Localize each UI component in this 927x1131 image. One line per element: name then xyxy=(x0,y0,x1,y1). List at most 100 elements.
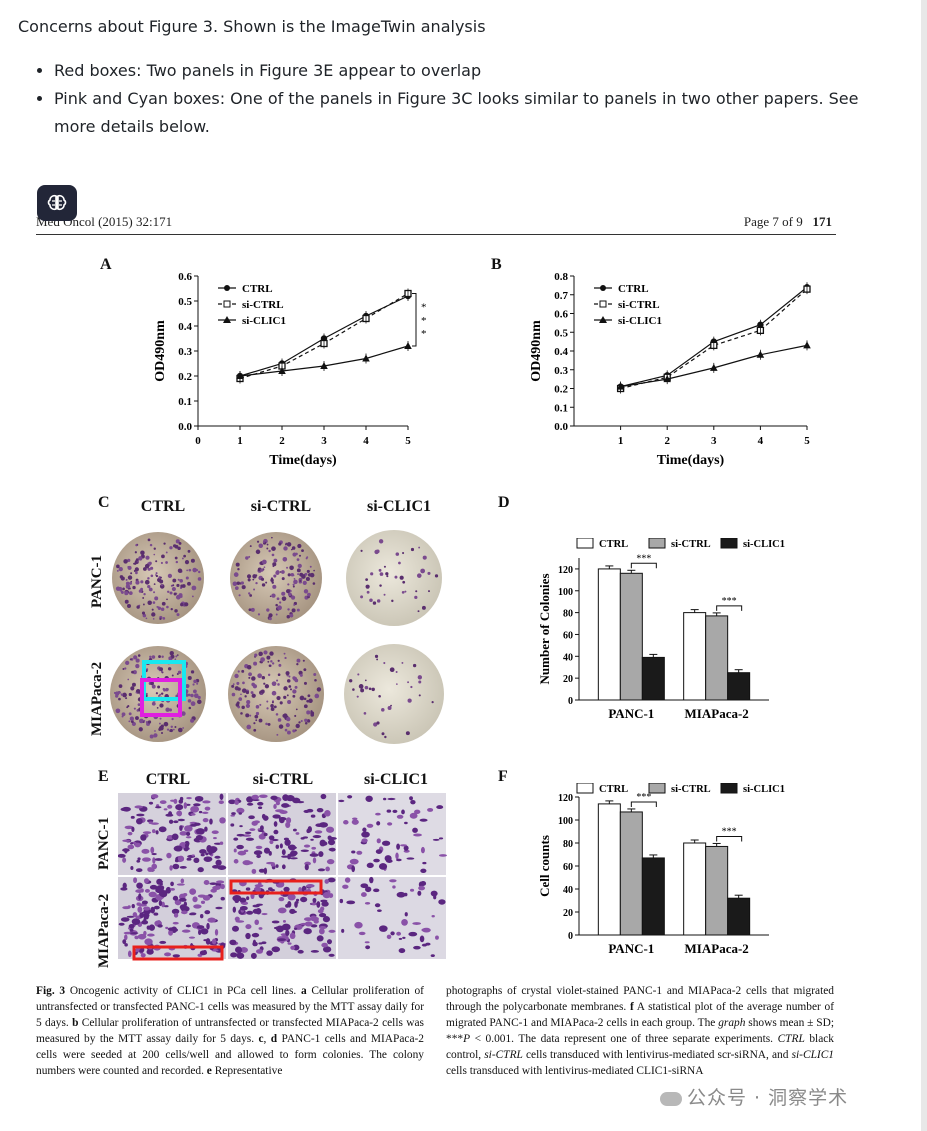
cell-stain xyxy=(249,828,256,832)
list-item: Red boxes: Two panels in Figure 3E appea… xyxy=(54,57,888,85)
y-tick-label: 0.1 xyxy=(178,396,192,408)
legend-label: si-CLIC1 xyxy=(242,315,286,327)
colony-dot xyxy=(276,679,279,682)
x-tick-label: 4 xyxy=(363,435,369,447)
colony-dot xyxy=(275,713,279,716)
panel-label-a: A xyxy=(100,256,112,273)
cell-stain xyxy=(204,910,211,915)
legend-label: si-CLIC1 xyxy=(743,784,785,795)
colony-dot xyxy=(271,690,277,696)
significance-bracket xyxy=(630,562,657,569)
colony-dot xyxy=(316,687,322,692)
colony-dot xyxy=(195,568,199,572)
legend-label: CTRL xyxy=(599,784,628,795)
cell-stain xyxy=(174,859,179,863)
colony-dot xyxy=(253,661,258,666)
cell-stain xyxy=(300,837,305,840)
colony-dot xyxy=(116,569,119,572)
colony-dot xyxy=(297,543,302,549)
colony-dot xyxy=(275,613,278,616)
colony-dot xyxy=(394,575,398,579)
cell-stain xyxy=(312,835,322,839)
colony-dot xyxy=(127,678,130,681)
cell-stain xyxy=(263,832,268,837)
cell-stain xyxy=(297,949,304,954)
cell-stain xyxy=(242,860,252,866)
x-tick-label: 2 xyxy=(279,435,285,447)
cell-stain xyxy=(321,942,328,948)
colony-dot xyxy=(384,735,387,739)
colony-dot xyxy=(363,712,367,715)
colony-dot xyxy=(113,691,117,695)
cell-stain xyxy=(150,794,159,799)
colony-dot xyxy=(133,707,136,710)
colony-dot xyxy=(140,550,145,556)
colony-dot xyxy=(410,685,413,689)
colony-dot xyxy=(241,705,245,710)
colony-dot xyxy=(250,691,254,694)
x-tick-label: 5 xyxy=(804,435,810,447)
colony-dot xyxy=(307,694,311,698)
cell-stain xyxy=(341,928,345,933)
colony-dot xyxy=(261,583,266,587)
brain-icon[interactable] xyxy=(37,185,77,221)
cell-stain xyxy=(208,846,218,853)
cell-stain xyxy=(303,809,310,813)
colony-dot xyxy=(193,689,197,694)
colony-dot xyxy=(259,660,262,663)
cell-stain xyxy=(177,818,185,822)
colony-dot xyxy=(364,679,367,682)
colony-dot xyxy=(160,724,164,728)
colony-dot xyxy=(157,606,160,609)
x-tick-label: 4 xyxy=(758,435,764,447)
colony-dot xyxy=(277,605,282,611)
cell-stain xyxy=(306,884,315,888)
colony-dot xyxy=(247,578,251,582)
significance-marker: * xyxy=(421,328,426,340)
colony-dot xyxy=(407,681,410,684)
colony-dot xyxy=(373,722,378,727)
colony-dot xyxy=(298,721,301,724)
colony-dot xyxy=(287,700,292,705)
cell-stain xyxy=(233,837,239,841)
cell-stain xyxy=(172,954,180,958)
cell-stain xyxy=(310,924,318,928)
cell-stain xyxy=(273,821,278,827)
cell-stain xyxy=(233,859,239,864)
colony-dot xyxy=(402,580,406,584)
cell-stain xyxy=(170,881,174,887)
colony-dot xyxy=(273,705,277,709)
cell-stain xyxy=(120,887,128,891)
x-tick-label: 2 xyxy=(664,435,670,447)
colony-dot xyxy=(360,688,365,693)
cell-stain xyxy=(122,848,130,852)
colony-dot xyxy=(171,586,176,592)
y-tick-label: 0.3 xyxy=(554,365,568,377)
colony-dot xyxy=(186,569,189,572)
colony-dot xyxy=(151,612,156,617)
colony-dot xyxy=(187,675,192,681)
colony-dot xyxy=(417,610,420,613)
bar-si-CLIC1 xyxy=(641,857,665,936)
cell-stain xyxy=(236,844,244,850)
cell-stain xyxy=(292,828,297,832)
colony-dot xyxy=(358,684,364,689)
legend-swatch xyxy=(648,538,666,549)
colony-dot xyxy=(287,573,291,577)
colony-dot xyxy=(405,731,410,736)
cell-stain xyxy=(234,899,239,903)
cell-stain xyxy=(283,886,290,892)
cell-stain xyxy=(351,819,359,825)
colony-dot xyxy=(128,588,130,590)
colony-dot xyxy=(134,567,139,572)
cell-stain xyxy=(270,795,278,801)
cell-stain xyxy=(430,890,438,897)
x-axis-label: Time(days) xyxy=(269,453,337,468)
colony-dot xyxy=(185,683,190,689)
colony-dot xyxy=(303,668,307,672)
pink-highlight-box xyxy=(140,678,182,717)
page-scrollbar[interactable] xyxy=(921,0,927,1131)
cell-stain xyxy=(213,837,217,840)
colony-dot xyxy=(299,695,305,701)
colony-dot xyxy=(374,654,379,658)
